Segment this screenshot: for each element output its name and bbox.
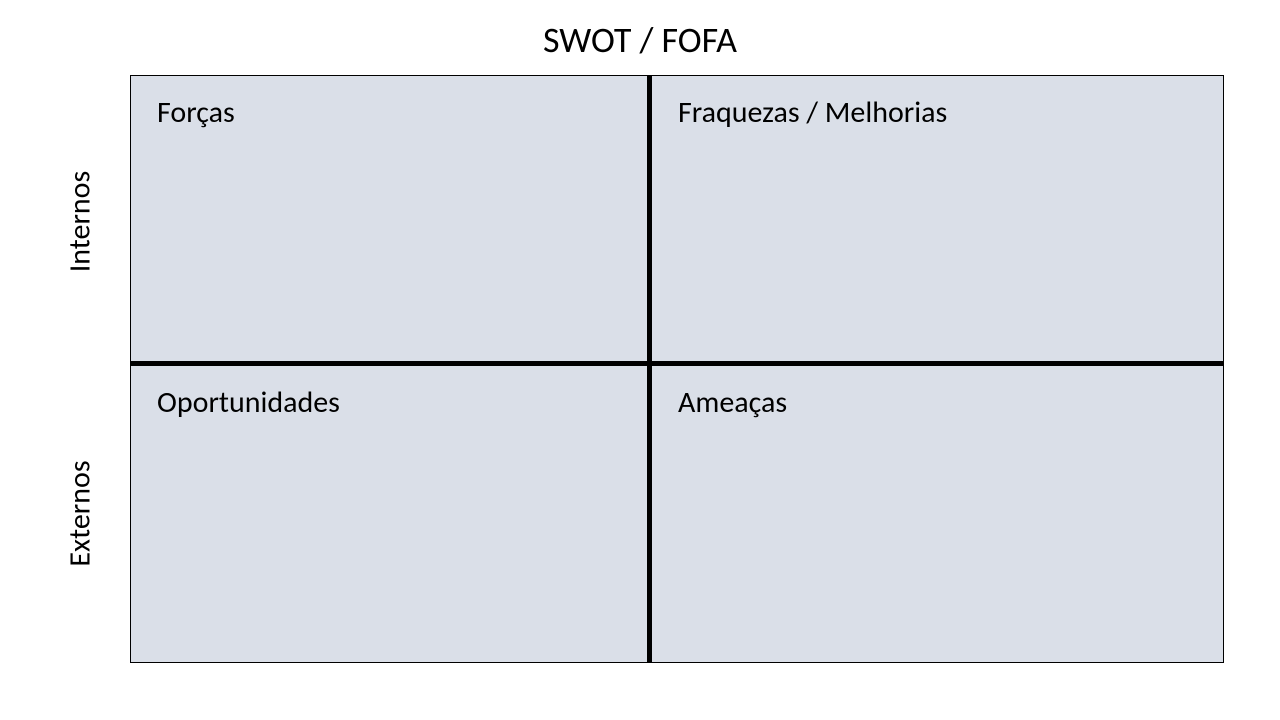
row-label-externos: Externos xyxy=(62,414,99,614)
row-label-internos: Internos xyxy=(62,122,99,322)
quadrant-opportunities: Oportunidades xyxy=(131,366,647,664)
quadrant-strengths: Forças xyxy=(131,76,647,361)
vertical-divider xyxy=(647,76,652,662)
quadrant-threats: Ameaças xyxy=(652,366,1225,664)
quadrant-label-strengths: Forças xyxy=(157,94,235,131)
swot-diagram: SWOT / FOFA Internos Externos Forças Fra… xyxy=(0,0,1280,720)
diagram-title: SWOT / FOFA xyxy=(0,18,1280,62)
quadrant-label-weaknesses: Fraquezas / Melhorias xyxy=(678,94,947,131)
horizontal-divider xyxy=(131,361,1223,366)
swot-matrix: Forças Fraquezas / Melhorias Oportunidad… xyxy=(130,75,1224,663)
quadrant-label-threats: Ameaças xyxy=(678,384,787,421)
quadrant-weaknesses: Fraquezas / Melhorias xyxy=(652,76,1225,361)
quadrant-label-opportunities: Oportunidades xyxy=(157,384,340,421)
